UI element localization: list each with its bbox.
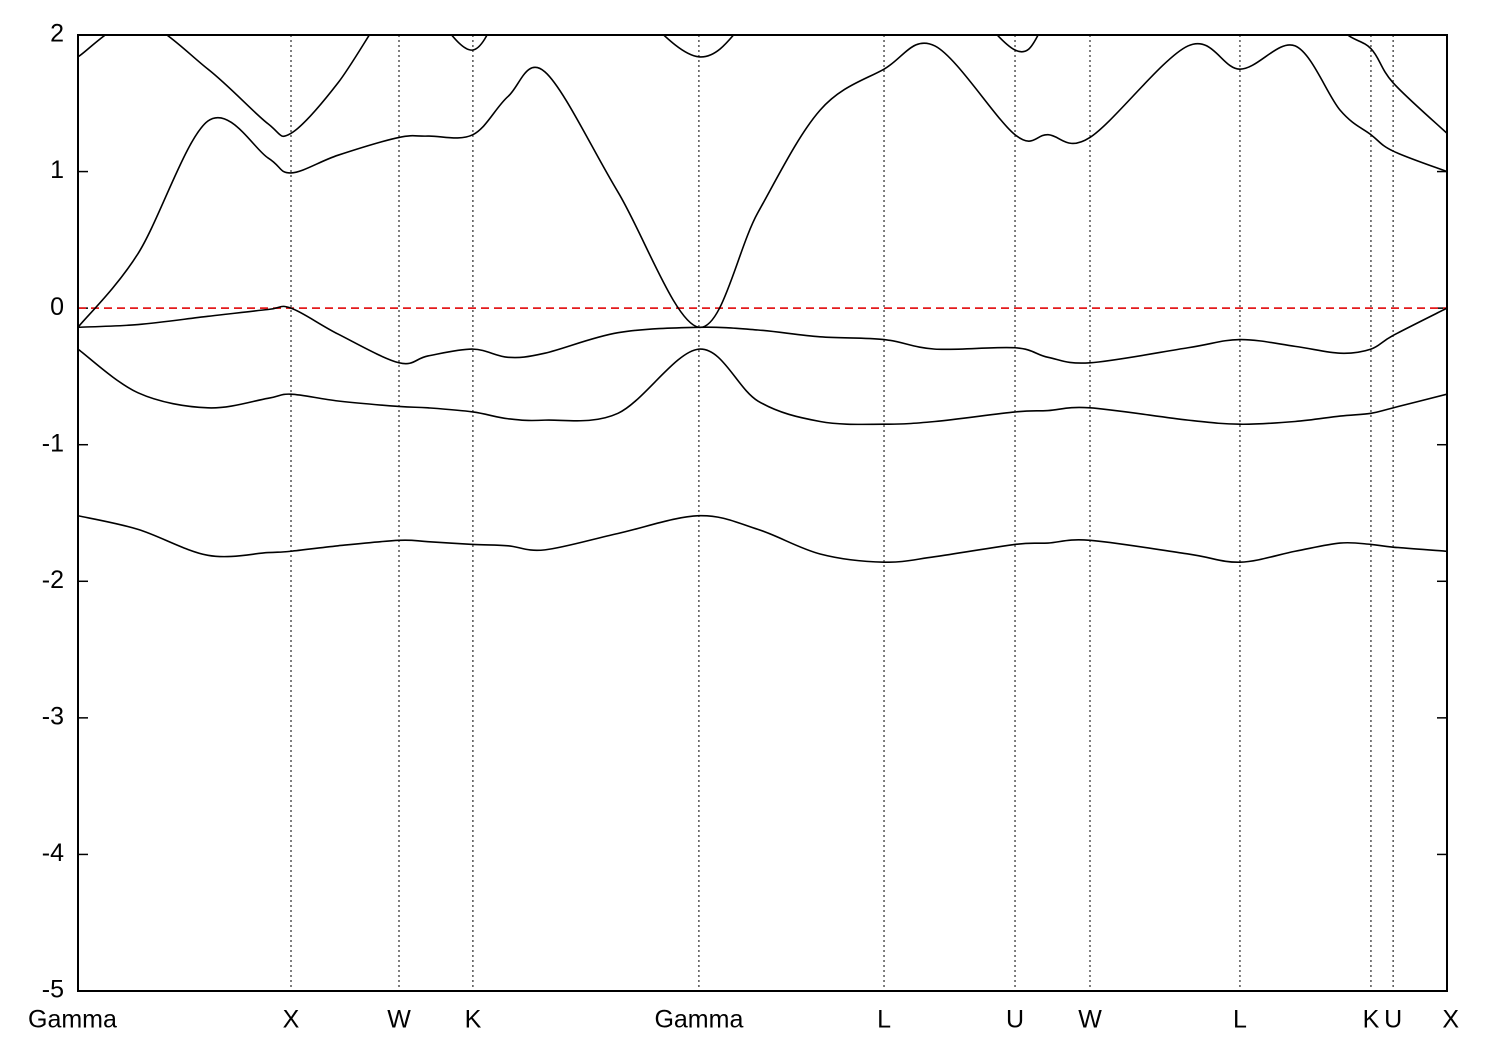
y-tick-label: 2: [50, 20, 64, 48]
x-tick-label: X: [283, 1006, 300, 1034]
band-line: [78, 305, 1447, 365]
y-tick-label: 1: [50, 156, 64, 184]
x-tick-label: Gamma: [28, 1006, 117, 1034]
x-tick-label: W: [1078, 1006, 1102, 1034]
x-tick-label: Gamma: [654, 1006, 743, 1034]
x-tick-label: W: [387, 1006, 411, 1034]
y-tick-label: 0: [50, 293, 64, 321]
x-tick-label: L: [1233, 1006, 1247, 1034]
y-tick-label: -5: [42, 976, 64, 1004]
x-tick-label: L: [877, 1006, 891, 1034]
bands: [78, 35, 1447, 563]
band-line: [78, 35, 1447, 138]
y-tick-label: -2: [42, 566, 64, 594]
x-tick-label: U: [1384, 1006, 1402, 1034]
band-line: [78, 42, 1447, 329]
x-tick-label: U: [1006, 1006, 1024, 1034]
band-line: [78, 348, 1447, 426]
plot-frame: [77, 34, 1448, 992]
grid: [77, 34, 1448, 992]
x-tick-label: K: [1363, 1006, 1380, 1034]
y-tick-label: -1: [42, 429, 64, 457]
x-tick-label: X: [1442, 1006, 1459, 1034]
x-tick-label: K: [465, 1006, 482, 1034]
y-tick-label: -3: [42, 702, 64, 730]
y-tick-label: -4: [42, 839, 64, 867]
band-line: [78, 514, 1447, 563]
